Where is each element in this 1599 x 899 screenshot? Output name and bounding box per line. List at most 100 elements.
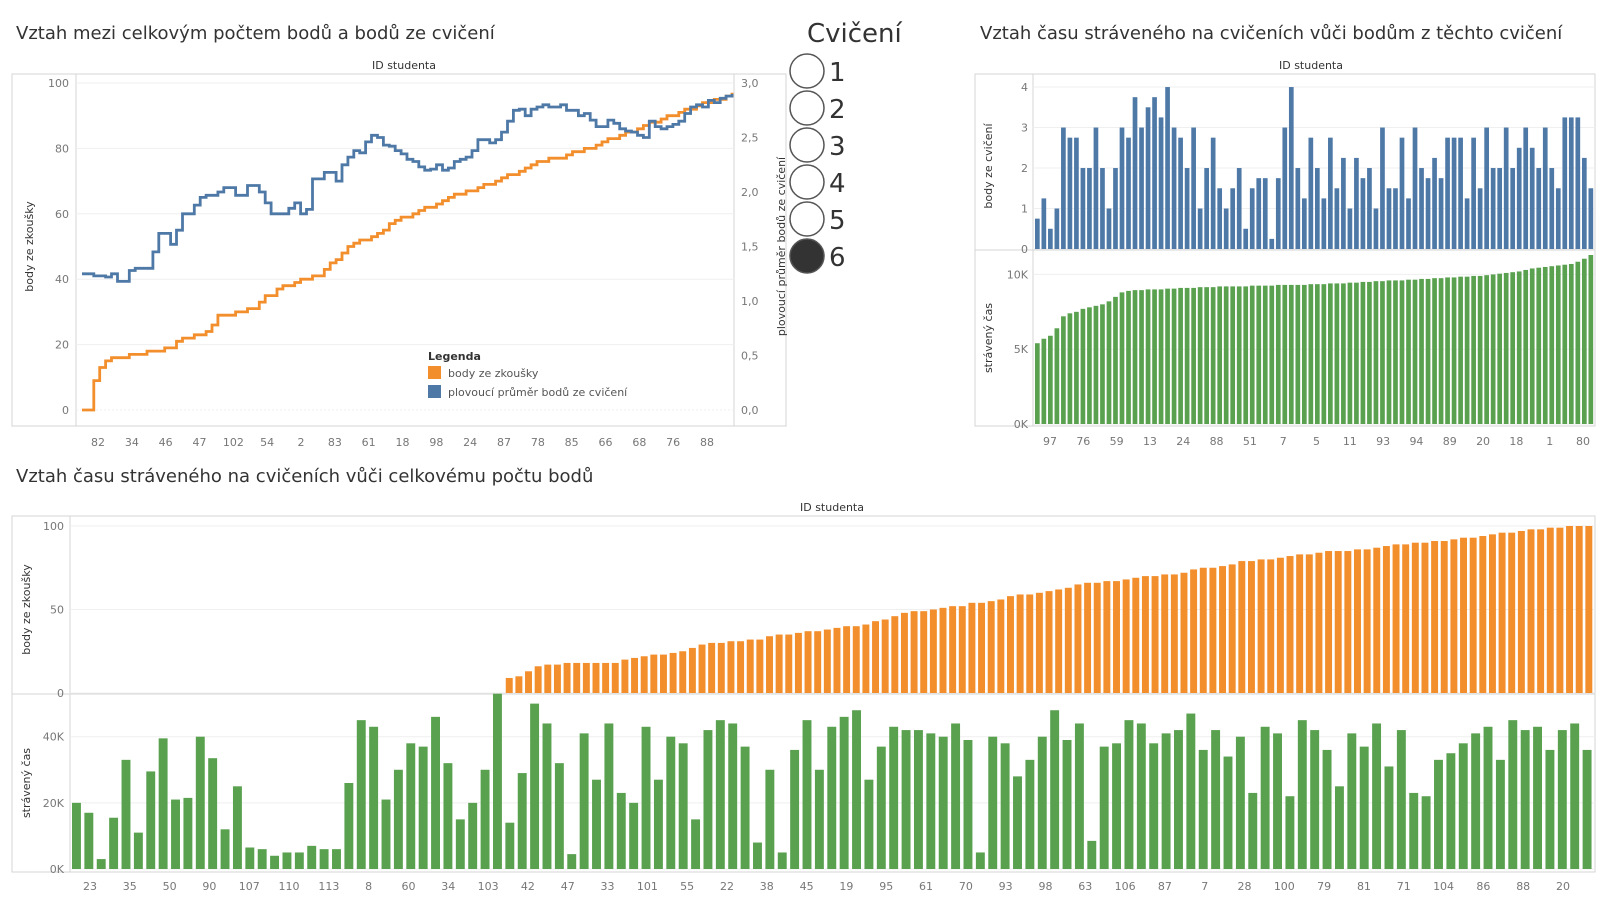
chart2-top-bar: [1425, 178, 1431, 249]
chart2-bottom-bar: [1575, 261, 1581, 424]
chart1-ytick-label: 60: [55, 208, 69, 221]
chart3-top-bar: [1546, 527, 1554, 693]
chart1-ytick-label: 40: [55, 273, 69, 286]
chart3-bottom-bar: [839, 716, 849, 869]
chart2-bottom-bar: [1074, 311, 1079, 424]
chart2-bottom-bar: [1236, 286, 1242, 424]
chart3-bottom-bar: [319, 849, 329, 869]
chart1-xtick-label: 85: [565, 436, 579, 449]
chart3-top-bar: [611, 662, 619, 693]
chart3-bottom-bar: [1099, 746, 1109, 869]
filter-option-5[interactable]: 5: [789, 201, 846, 237]
chart2-top-bar: [1406, 198, 1411, 249]
chart1-title: Vztah mezi celkovým počtem bodů a bodů z…: [16, 23, 496, 44]
chart3-top-bar: [1084, 582, 1092, 693]
chart3-top-bar: [1209, 567, 1217, 693]
chart1-xtick-label: 102: [223, 436, 244, 449]
chart2-top-bar: [1497, 168, 1503, 249]
chart2-xtick-label: 76: [1076, 435, 1090, 448]
chart3-top-bar: [1016, 594, 1024, 693]
chart3-top-bar: [688, 647, 696, 693]
chart3-top-bar: [1238, 561, 1246, 693]
chart3-bottom-bar: [505, 822, 515, 869]
chart2-top-bar: [1282, 127, 1288, 249]
radio-icon[interactable]: [789, 127, 825, 163]
chart2-top-bar: [1451, 137, 1457, 249]
chart2-xtick-label: 51: [1243, 435, 1257, 448]
chart3-xtick-label: 106: [1115, 880, 1136, 893]
chart3-bottom-bar: [307, 845, 317, 869]
chart3-top-bar: [1315, 552, 1323, 693]
chart3-top-bar: [727, 641, 735, 693]
filter-option-4[interactable]: 4: [789, 164, 846, 200]
chart3-top-bar: [1267, 559, 1275, 693]
chart3-top-bar: [843, 626, 851, 693]
chart2-top-bar: [1542, 127, 1548, 249]
chart3-top-bar: [1122, 579, 1130, 693]
chart2-top-ytick-label: 4: [1021, 81, 1028, 94]
radio-icon[interactable]: [789, 201, 825, 237]
chart2-top-bar: [1249, 188, 1255, 249]
chart3-top-bar: [669, 652, 677, 693]
chart2-top-bar: [1529, 147, 1535, 249]
chart3-top-bar: [679, 651, 687, 693]
chart3-bottom-bar: [1198, 749, 1208, 869]
chart3-bottom-bar: [418, 746, 428, 869]
chart3-top-ytick-label: 0: [57, 687, 64, 700]
chart2-bottom-bar: [1126, 290, 1131, 424]
chart2-top-bar: [1275, 178, 1281, 249]
chart2-top-ytick-label: 2: [1021, 162, 1028, 175]
radio-icon[interactable]: [789, 164, 825, 200]
chart2-top-bar: [1295, 168, 1301, 249]
chart1-xtick-label: 87: [497, 436, 511, 449]
chart2-bottom-bar: [1093, 305, 1099, 424]
chart3-bottom-bar: [852, 710, 861, 869]
chart2-top-bar: [1464, 198, 1470, 249]
chart3-bottom-bar: [1508, 720, 1518, 869]
chart3-xtick-label: 113: [318, 880, 339, 893]
chart1-xtick-label: 76: [666, 436, 680, 449]
chart3-top-bar: [659, 654, 667, 693]
chart2-xtick-label: 7: [1280, 435, 1287, 448]
chart3-top-bar: [1508, 532, 1516, 693]
chart3-bottom-bar: [109, 817, 119, 869]
chart3-top-bar: [823, 629, 831, 693]
chart3-bottom-bar: [133, 832, 143, 869]
chart2-top-bar: [1256, 178, 1262, 249]
chart3-bottom-bar: [381, 799, 391, 869]
chart2-bottom-ytick-label: 10K: [1007, 268, 1029, 281]
filter-option-6[interactable]: 6: [789, 238, 846, 274]
chart3-top-bar: [900, 612, 908, 693]
radio-icon[interactable]: [789, 53, 825, 89]
chart3-bottom-bar: [1062, 740, 1072, 869]
filter-option-2[interactable]: 2: [789, 90, 846, 126]
chart3-top-bar: [920, 611, 928, 693]
chart3-bottom-bar: [629, 802, 639, 869]
chart2-bottom-bar: [1503, 272, 1509, 424]
chart3-bottom-bar: [864, 779, 874, 869]
chart2-top-bar: [1100, 168, 1105, 249]
radio-selected-icon[interactable]: [789, 238, 825, 274]
chart3-bottom-bar: [257, 849, 267, 869]
chart2-top-bar: [1204, 168, 1209, 249]
chart3-top-bar: [1460, 537, 1467, 693]
filter-option-1[interactable]: 1: [789, 53, 846, 89]
chart3-bottom-bar: [567, 854, 577, 869]
chart3-bottom-bar: [455, 819, 465, 869]
chart3-top-bar: [1431, 541, 1439, 693]
chart2-bottom-bar: [1536, 267, 1542, 424]
chart3-top-bar: [775, 634, 783, 693]
chart2-bottom-bar: [1152, 289, 1157, 424]
chart2-bottom-ytick-label: 0K: [1014, 418, 1029, 431]
chart3-bottom-bar: [158, 738, 168, 869]
chart3-top-bar: [1305, 554, 1313, 693]
chart2-xtick-label: 18: [1509, 435, 1523, 448]
filter-option-label: 2: [829, 95, 846, 125]
chart2-top-bar: [1054, 208, 1060, 249]
filter-option-3[interactable]: 3: [789, 127, 846, 163]
chart3-bottom-bar: [901, 730, 911, 869]
chart2-xtick-label: 88: [1210, 435, 1224, 448]
chart3-bottom-bar: [1384, 766, 1394, 869]
radio-icon[interactable]: [789, 90, 825, 126]
chart2-top-bar: [1386, 188, 1392, 249]
